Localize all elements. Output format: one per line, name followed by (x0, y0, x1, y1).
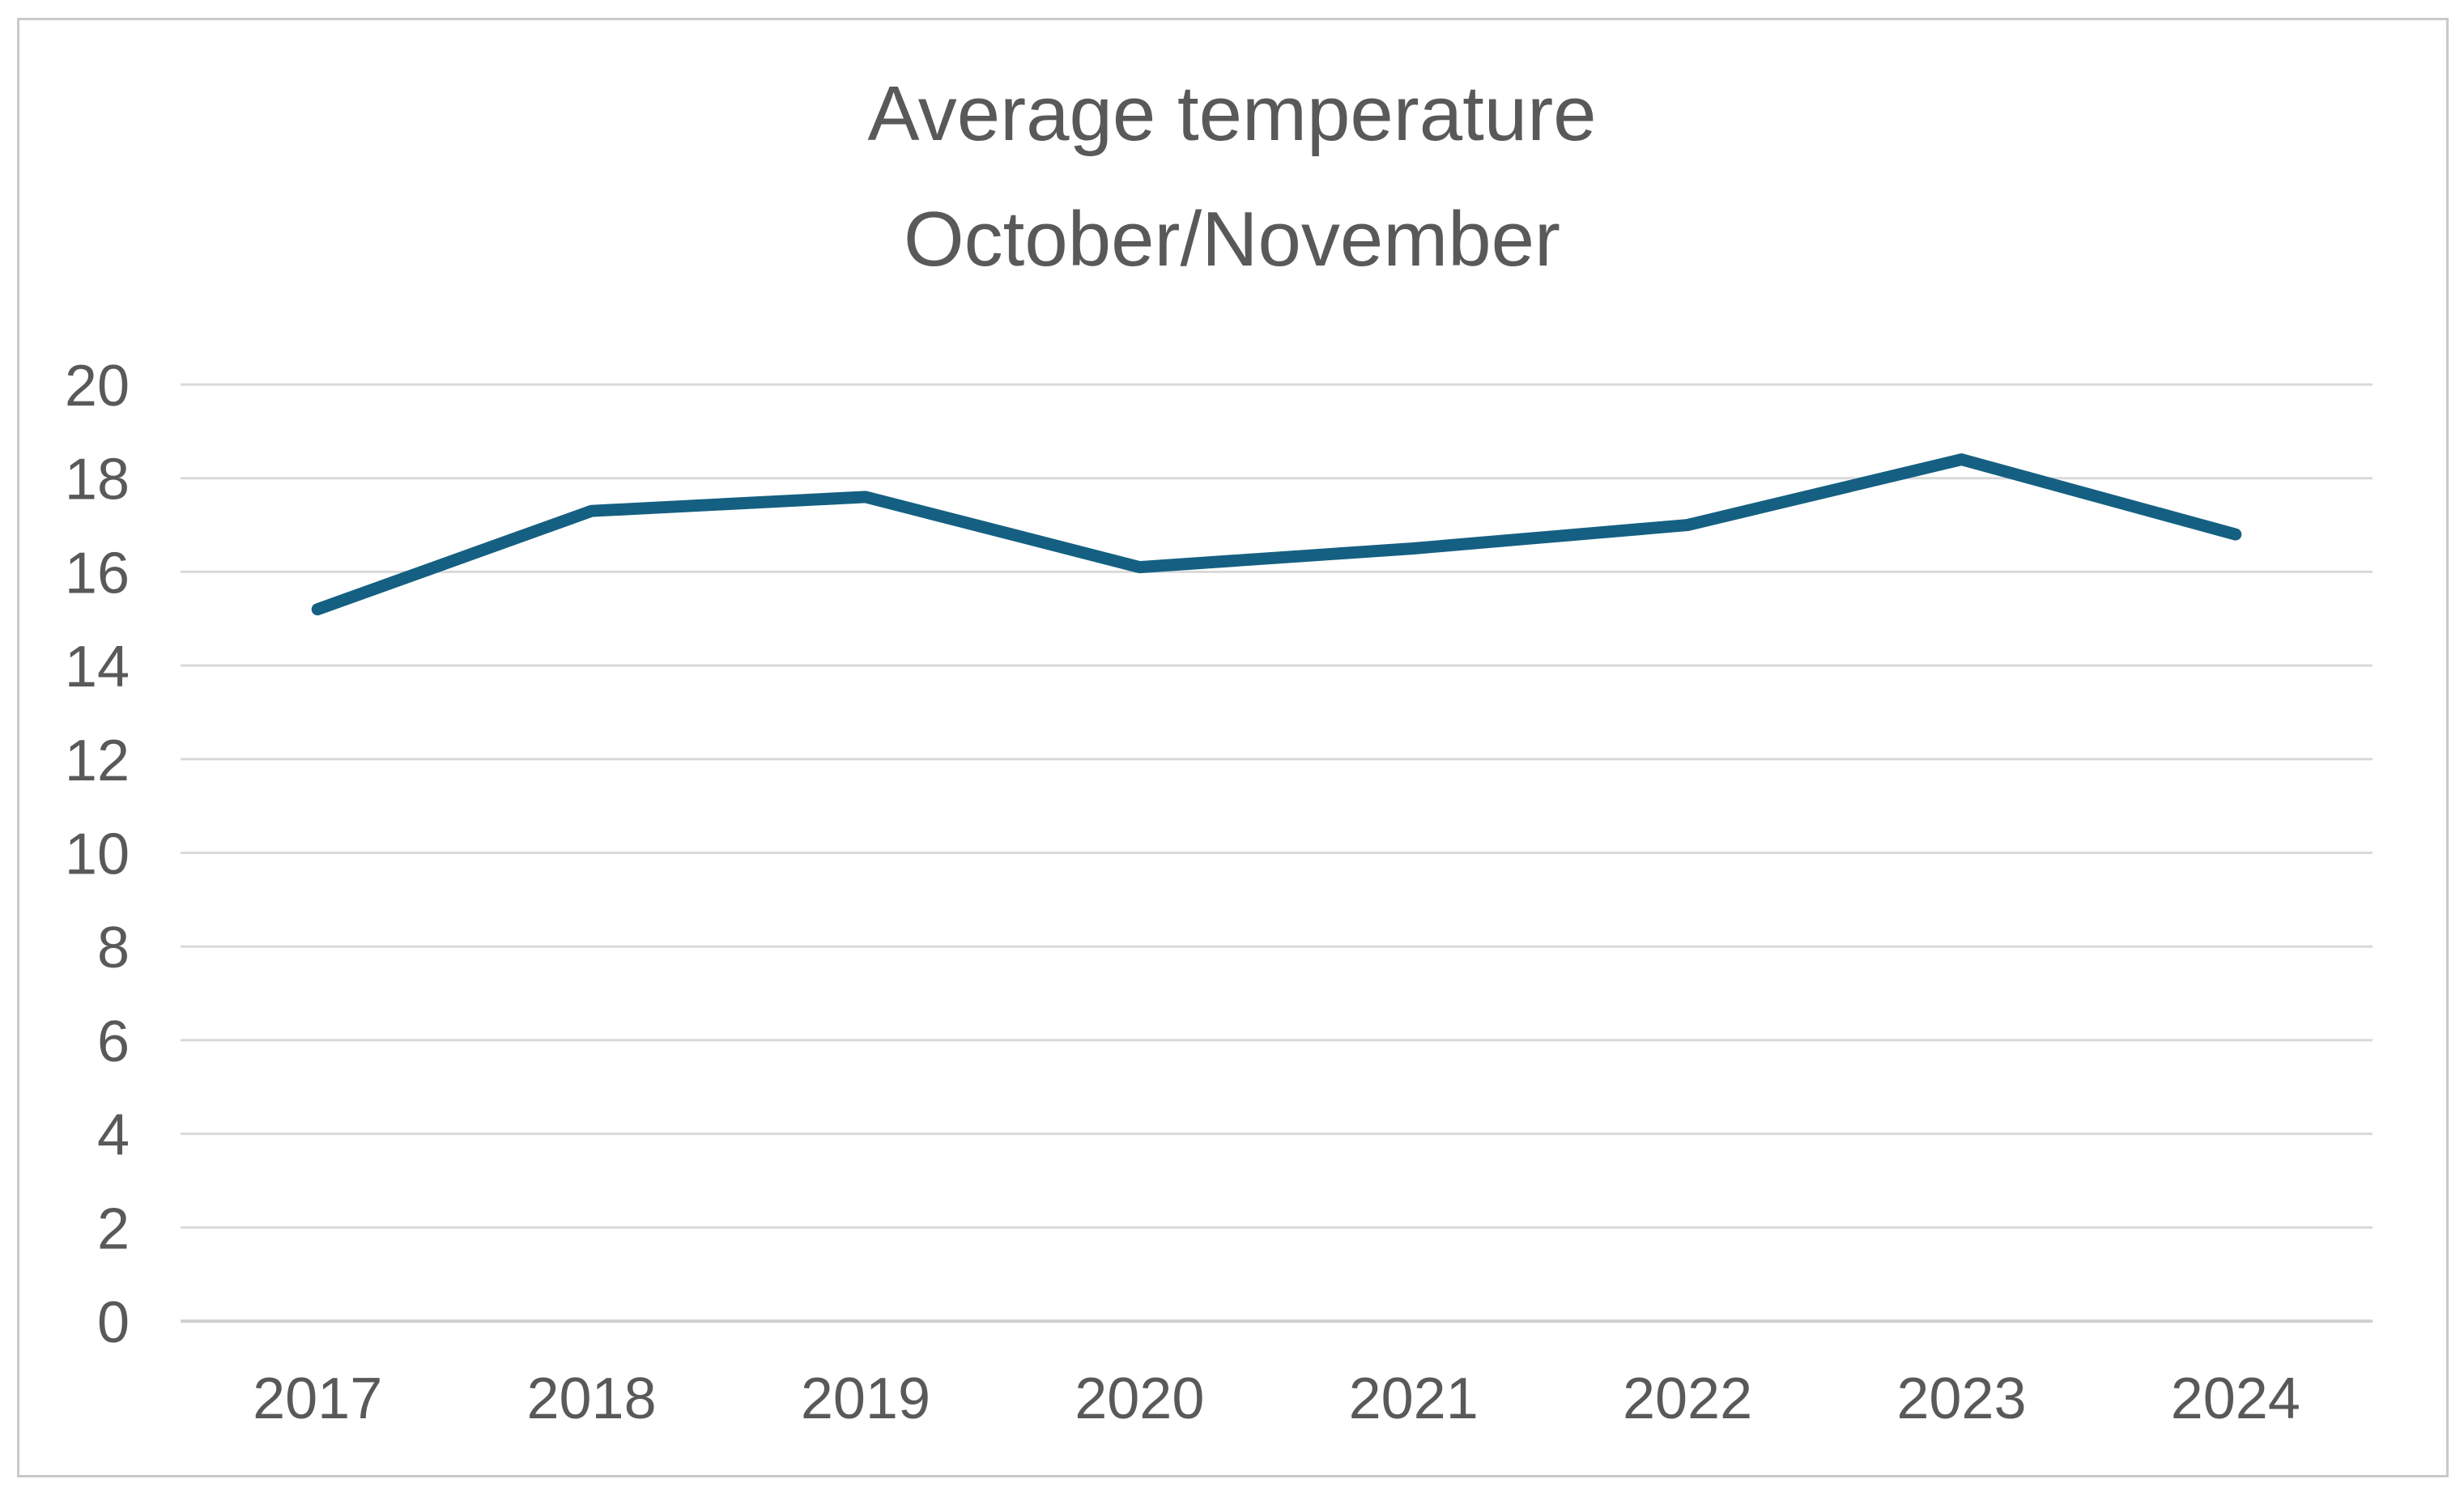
y-axis-tick-label: 8 (97, 916, 130, 980)
chart-title-line1: Average temperature (867, 70, 1597, 157)
chart-frame (17, 18, 2449, 1477)
y-axis-tick-label: 4 (97, 1103, 130, 1168)
x-axis-tick-label: 2023 (1896, 1366, 2026, 1431)
y-axis-tick-label: 16 (65, 541, 130, 606)
x-axis-tick-label: 2024 (2171, 1366, 2300, 1431)
temperature-series-line (311, 453, 2242, 616)
y-axis-tick-label: 12 (65, 729, 130, 793)
y-axis-tick-label: 20 (65, 354, 130, 419)
x-axis-tick-label: 2021 (1349, 1366, 1479, 1431)
x-axis-tick-label: 2017 (253, 1366, 382, 1431)
y-axis-tick-label: 6 (97, 1009, 130, 1074)
y-axis-tick-label: 14 (65, 635, 130, 699)
y-axis-tick-label: 0 (97, 1290, 130, 1355)
y-axis-tick-label: 2 (97, 1196, 130, 1261)
chart-title-line2: October/November (904, 196, 1560, 283)
x-axis-tick-label: 2020 (1075, 1366, 1204, 1431)
y-axis-tick-label: 10 (65, 822, 130, 887)
y-axis-tick-label: 18 (65, 448, 130, 512)
x-axis-tick-label: 2019 (801, 1366, 930, 1431)
chart-title: Average temperature October/November (0, 51, 2464, 302)
x-axis-tick-label: 2018 (526, 1366, 656, 1431)
x-axis-tick-label: 2022 (1623, 1366, 1752, 1431)
